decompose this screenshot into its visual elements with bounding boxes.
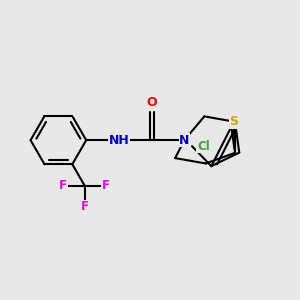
Text: NH: NH <box>109 134 129 147</box>
Text: F: F <box>59 179 67 192</box>
Text: F: F <box>102 179 110 192</box>
Text: N: N <box>179 134 190 147</box>
Text: F: F <box>102 179 110 192</box>
Text: O: O <box>146 96 157 109</box>
Text: NH: NH <box>109 134 129 147</box>
Text: N: N <box>179 134 190 147</box>
Text: Cl: Cl <box>197 140 210 153</box>
Text: F: F <box>81 200 88 213</box>
Text: F: F <box>59 179 67 192</box>
Text: O: O <box>146 96 157 109</box>
Text: S: S <box>230 115 238 128</box>
Text: F: F <box>81 200 88 213</box>
